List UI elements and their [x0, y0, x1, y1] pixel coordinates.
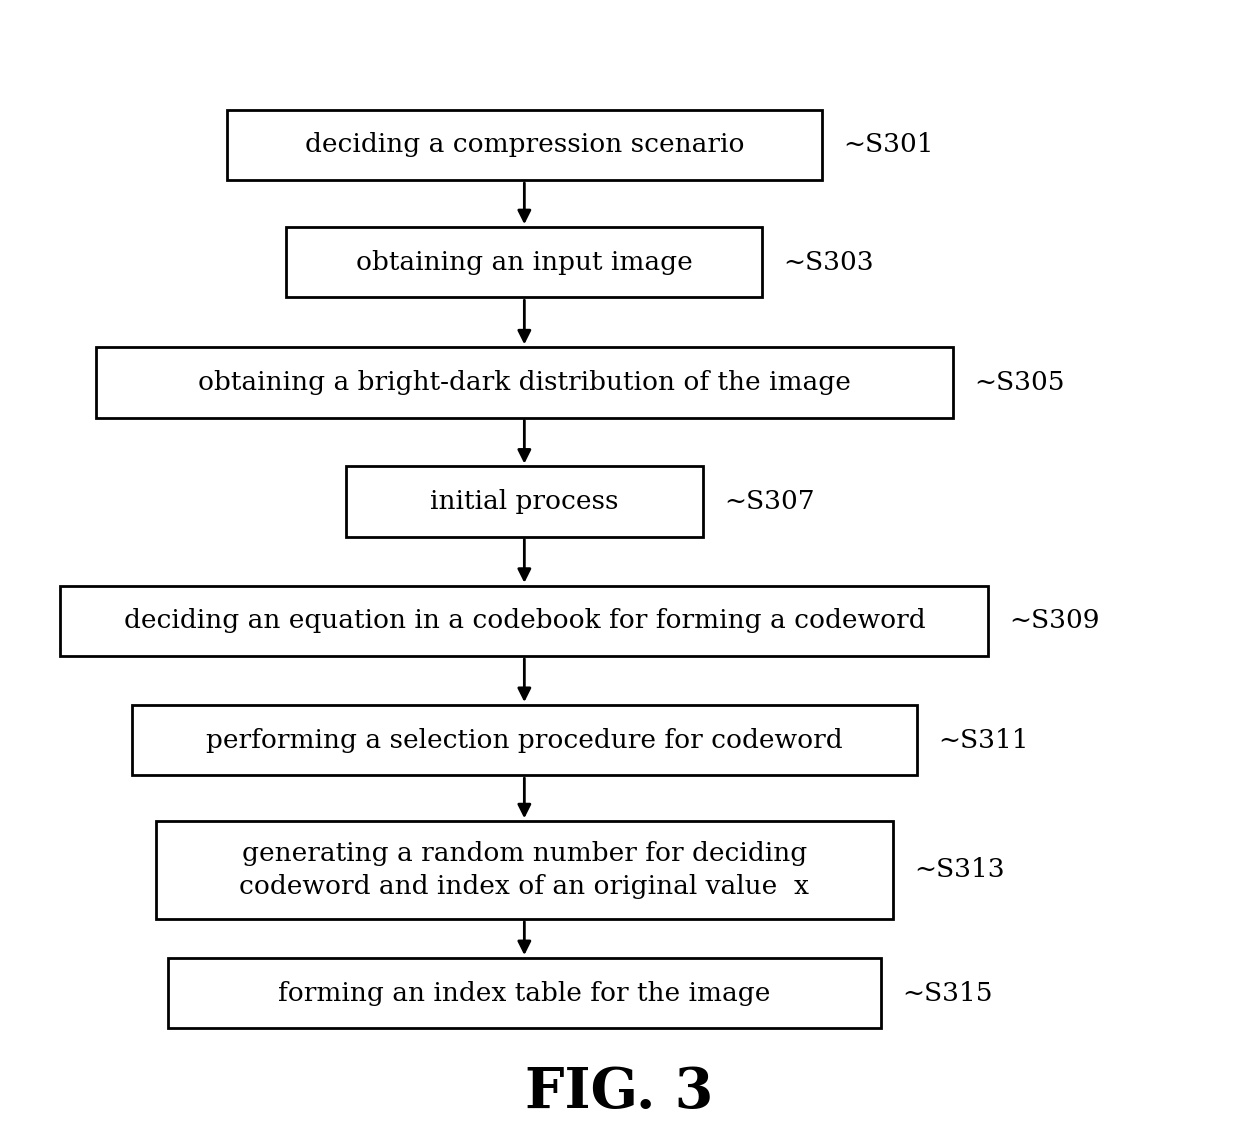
Text: FIG. 3: FIG. 3	[525, 1065, 714, 1121]
FancyBboxPatch shape	[167, 958, 881, 1028]
Text: performing a selection procedure for codeword: performing a selection procedure for cod…	[206, 727, 843, 752]
Text: ~S311: ~S311	[938, 727, 1028, 752]
FancyBboxPatch shape	[227, 109, 821, 180]
FancyBboxPatch shape	[286, 227, 762, 298]
Text: deciding an equation in a codebook for forming a codeword: deciding an equation in a codebook for f…	[124, 609, 926, 634]
Text: ~S313: ~S313	[914, 857, 1005, 882]
Text: ~S305: ~S305	[974, 369, 1064, 394]
FancyBboxPatch shape	[61, 586, 989, 656]
FancyBboxPatch shape	[131, 705, 917, 775]
Text: ~S307: ~S307	[724, 489, 815, 514]
FancyBboxPatch shape	[156, 821, 893, 919]
Text: deciding a compression scenario: deciding a compression scenario	[305, 132, 745, 157]
Text: ~S301: ~S301	[843, 132, 934, 157]
FancyBboxPatch shape	[346, 466, 703, 537]
Text: obtaining a bright-dark distribution of the image: obtaining a bright-dark distribution of …	[198, 369, 851, 394]
Text: initial process: initial process	[430, 489, 618, 514]
Text: ~S303: ~S303	[783, 250, 875, 275]
Text: forming an index table for the image: forming an index table for the image	[279, 980, 771, 1005]
Text: ~S309: ~S309	[1010, 609, 1100, 634]
Text: generating a random number for deciding
codeword and index of an original value : generating a random number for deciding …	[239, 841, 809, 899]
Text: ~S315: ~S315	[902, 980, 994, 1005]
Text: obtaining an input image: obtaining an input image	[356, 250, 693, 275]
FancyBboxPatch shape	[97, 348, 953, 417]
